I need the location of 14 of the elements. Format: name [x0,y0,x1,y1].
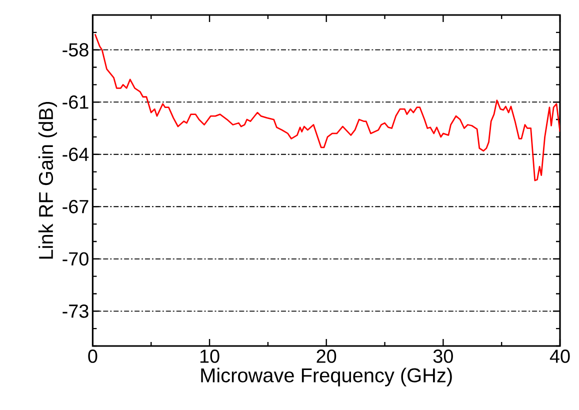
x-tick-label: 40 [550,350,570,363]
x-tick-label: 30 [433,350,453,363]
y-tick-label: -67 [62,200,88,214]
x-tick-label: 10 [200,350,220,363]
y-tick-label: -61 [62,95,88,109]
line-series [94,33,560,182]
y-tick-label: -70 [62,252,88,266]
y-tick-label: -73 [62,304,88,318]
x-tick-label: 0 [88,350,98,363]
x-tick-label: 20 [316,350,336,363]
y-axis-title: Link RF Gain (dB) [38,102,57,259]
y-tick-label: -64 [62,148,89,162]
y-tick-label: -58 [62,43,88,57]
x-axis-title: Microwave Frequency (GHz) [201,368,452,386]
